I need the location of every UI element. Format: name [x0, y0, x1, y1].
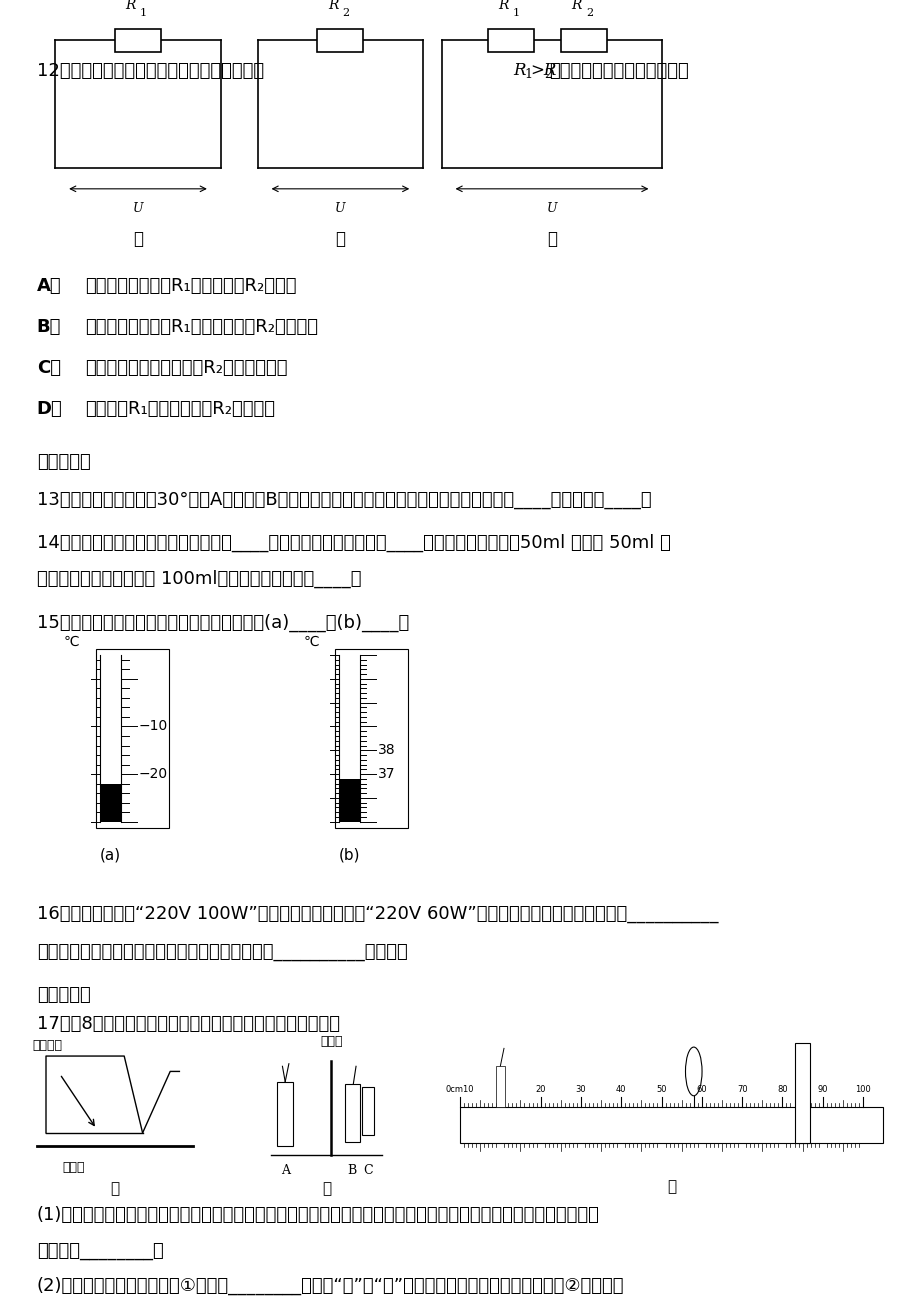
Text: 平面镜: 平面镜 [62, 1161, 85, 1174]
Text: 甲、乙两图比较，R₁的电流大于R₂的电流: 甲、乙两图比较，R₁的电流大于R₂的电流 [85, 277, 296, 296]
Text: U: U [132, 202, 143, 215]
Text: 入射光线: 入射光线 [32, 1039, 62, 1052]
Bar [794, 1043, 809, 1143]
Text: B．: B． [37, 318, 61, 336]
Text: 17．（8分）小明进入光学实验室进行复习时做了如下实验：: 17．（8分）小明进入光学实验室进行复习时做了如下实验： [37, 1016, 339, 1032]
Text: C．: C． [37, 359, 61, 378]
Text: 酒精混合后的总体积小于 100ml，表明分子之间存在____。: 酒精混合后的总体积小于 100ml，表明分子之间存在____。 [37, 569, 361, 587]
Text: 12．如图所示的四个电路中，电源电压相同，: 12．如图所示的四个电路中，电源电压相同， [37, 62, 264, 79]
Text: 13．一束光线与界面成30°角从A物质射到B物质，反射光线恰好与折射光线垂直，则入射角为____，折射角为____。: 13．一束光线与界面成30°角从A物质射到B物质，反射光线恰好与折射光线垂直，则… [37, 491, 651, 509]
Text: 2: 2 [585, 8, 593, 18]
Text: 乙: 乙 [335, 230, 345, 247]
Text: 15．如图所示，两支温度计的示数分别应该是(a)____，(b)____。: 15．如图所示，两支温度计的示数分别应该是(a)____，(b)____。 [37, 615, 409, 633]
Text: 30: 30 [575, 1086, 585, 1095]
Text: 1: 1 [512, 8, 519, 18]
Text: R: R [513, 62, 526, 79]
Text: 甲: 甲 [110, 1182, 119, 1197]
Text: U: U [546, 202, 557, 215]
Ellipse shape [685, 1047, 701, 1096]
Text: 二、填空题: 二、填空题 [37, 453, 90, 471]
Text: ℃: ℃ [303, 634, 318, 648]
Text: 80: 80 [777, 1086, 787, 1095]
Text: 2: 2 [342, 8, 349, 18]
Text: U: U [335, 202, 346, 215]
Bar [96, 648, 169, 828]
Text: 乙、丙两图比较，乙图中R₂的电功率较大: 乙、丙两图比较，乙图中R₂的电功率较大 [85, 359, 287, 378]
Bar [460, 1107, 882, 1143]
Bar [345, 1085, 359, 1142]
Bar [317, 29, 363, 52]
Text: 50: 50 [655, 1086, 666, 1095]
Text: −10: −10 [139, 720, 168, 733]
Text: A: A [280, 1164, 289, 1177]
Text: D．: D． [37, 400, 62, 418]
Text: 乙: 乙 [322, 1182, 331, 1197]
Text: R: R [125, 0, 136, 12]
Text: (a): (a) [100, 848, 120, 862]
Text: 1: 1 [524, 69, 532, 82]
Text: C: C [363, 1164, 372, 1177]
Text: 60: 60 [696, 1086, 707, 1095]
Text: 40: 40 [616, 1086, 626, 1095]
Text: 16．甲白炍灯标有“220V 100W”的字样，乙白炍灯标有“220V 60W”的字样，比较两灯的灯丝，其中__________: 16．甲白炍灯标有“220V 100W”的字样，乙白炍灯标有“220V 60W”… [37, 905, 718, 923]
Text: 90: 90 [817, 1086, 827, 1095]
Bar [100, 784, 120, 822]
Text: 2: 2 [543, 69, 551, 82]
Text: A．: A． [37, 277, 62, 296]
Text: (1)小明在探究光的反射定律时，发现用前后可折的纸板（如图甲）不仅能呈现光路，还能探究反射光线、入射光线和: (1)小明在探究光的反射定律时，发现用前后可折的纸板（如图甲）不仅能呈现光路，还… [37, 1206, 599, 1224]
Bar [339, 779, 359, 822]
Text: 法线是否________。: 法线是否________。 [37, 1242, 164, 1260]
Text: 三、实验题: 三、实验题 [37, 986, 90, 1004]
Text: 38: 38 [378, 743, 395, 758]
Text: 37: 37 [378, 767, 395, 781]
Text: ，下列说法正确的是（　　）: ，下列说法正确的是（ ） [549, 62, 688, 79]
Bar [561, 29, 607, 52]
Text: 70: 70 [736, 1086, 746, 1095]
Text: B: B [347, 1164, 357, 1177]
Bar [115, 29, 161, 52]
Text: 100: 100 [855, 1086, 870, 1095]
Text: (b): (b) [338, 848, 360, 862]
Text: R: R [571, 0, 582, 12]
Text: ℃: ℃ [64, 634, 79, 648]
Text: >R: >R [529, 62, 556, 79]
Text: −20: −20 [139, 767, 168, 781]
Bar [495, 1066, 505, 1107]
Bar [335, 648, 408, 828]
Text: R: R [497, 0, 508, 12]
Text: 丙: 丙 [547, 230, 556, 247]
Text: R: R [327, 0, 338, 12]
Text: 1: 1 [140, 8, 147, 18]
Text: (2)探究平面镜成像规律时：①他用较________（选填“薄”或“厚”）的玻璃板代替平面镜进行探究。②他在找准: (2)探究平面镜成像规律时：①他用较________（选填“薄”或“厚”）的玻璃… [37, 1276, 624, 1294]
Text: 20: 20 [535, 1086, 545, 1095]
Text: 0cm10: 0cm10 [446, 1086, 473, 1095]
Text: 灯的灯丝较粗，若将它们并联在照明电路中，其中__________灯较亮。: 灯的灯丝较粗，若将它们并联在照明电路中，其中__________灯较亮。 [37, 944, 407, 961]
Bar [487, 29, 533, 52]
Text: 14．腼制鸭蛋时，盐进入鸭蛋中是一种____现象，烧水煮鸭蛋是利用____的方式改变其内能；50ml 的水和 50ml 的: 14．腼制鸭蛋时，盐进入鸭蛋中是一种____现象，烧水煮鸭蛋是利用____的方式… [37, 534, 670, 552]
Text: 玻璃板: 玻璃板 [320, 1035, 342, 1048]
Text: 丙: 丙 [666, 1180, 675, 1194]
Text: 甲、乙两图比较，R₁的电功率大于R₂的电功率: 甲、乙两图比较，R₁的电功率大于R₂的电功率 [85, 318, 317, 336]
Bar [361, 1087, 374, 1135]
Text: 甲: 甲 [133, 230, 142, 247]
Text: 丙图中，R₁两端电压小于R₂两端电压: 丙图中，R₁两端电压小于R₂两端电压 [85, 400, 275, 418]
Bar [277, 1082, 293, 1146]
